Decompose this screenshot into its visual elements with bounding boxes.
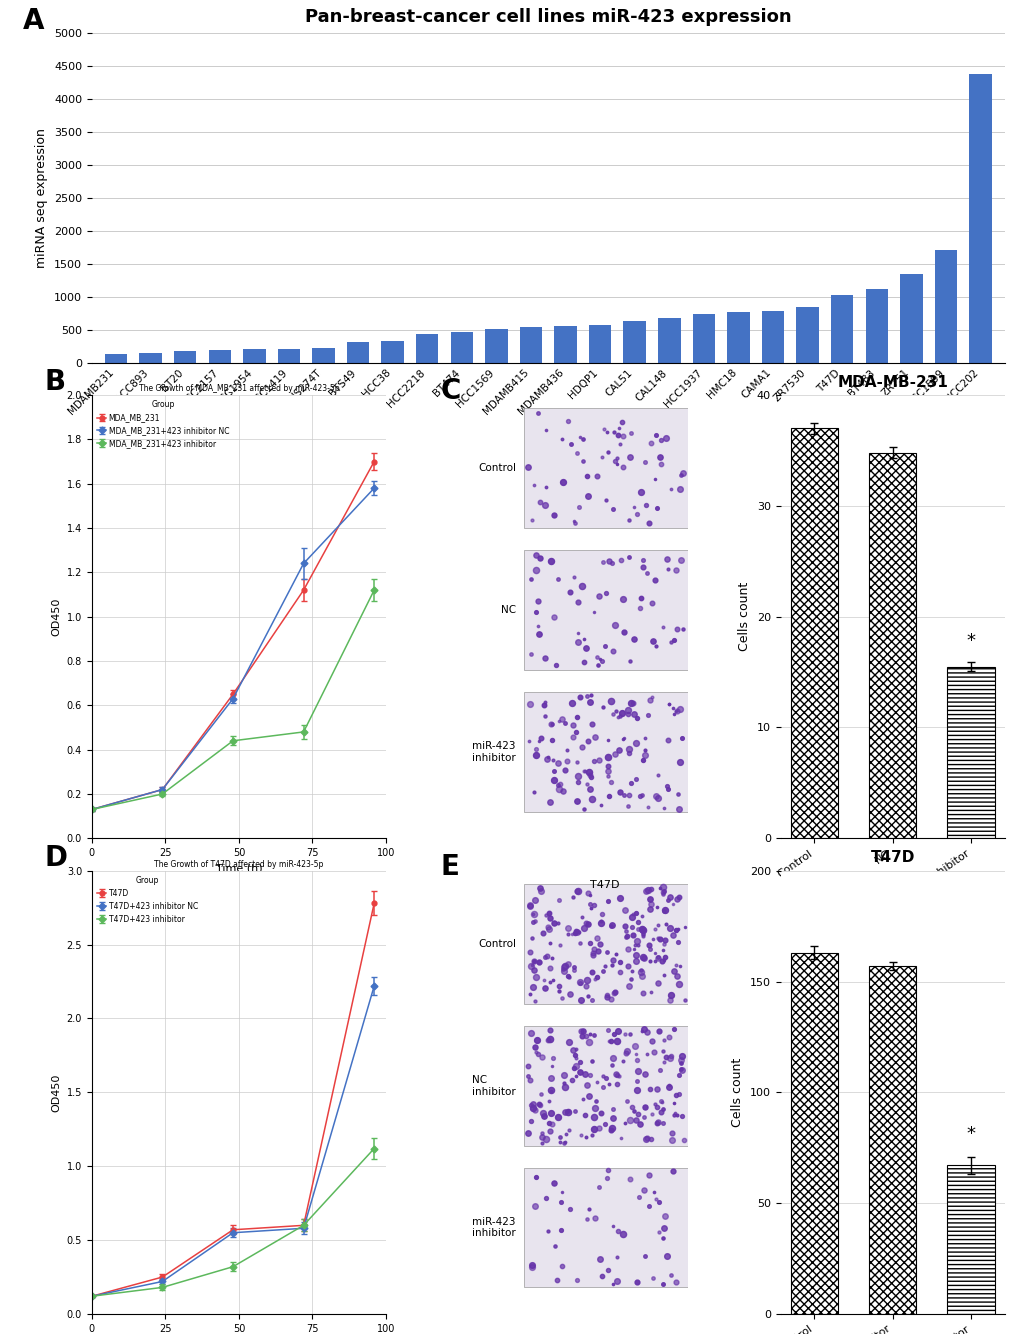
Text: E: E (440, 852, 459, 880)
Bar (761, 311, 784, 363)
X-axis label: Time (h): Time (h) (215, 863, 262, 874)
Bar (174, 351, 197, 363)
Y-axis label: Cells count: Cells count (738, 582, 750, 651)
Bar (485, 329, 507, 363)
Bar (524, 884, 688, 1003)
Bar (830, 295, 853, 363)
Bar (140, 354, 162, 363)
Bar (381, 342, 404, 363)
Y-axis label: OD450: OD450 (51, 1073, 61, 1111)
Bar (524, 1167, 688, 1287)
Text: miR-423
inhibitor: miR-423 inhibitor (472, 742, 516, 763)
Y-axis label: miRNA seq expression: miRNA seq expression (36, 128, 48, 268)
Bar (947, 1166, 994, 1314)
Bar (524, 692, 688, 811)
Text: NC: NC (500, 606, 516, 615)
Legend: T47D, T47D+423 inhibitor NC, T47D+423 inhibitor: T47D, T47D+423 inhibitor NC, T47D+423 in… (96, 875, 199, 924)
Bar (868, 452, 915, 838)
Bar (312, 348, 334, 363)
Bar (947, 667, 994, 838)
Bar (790, 952, 837, 1314)
Bar (346, 343, 369, 363)
Bar (933, 251, 956, 363)
Text: C: C (440, 378, 461, 406)
Text: Control: Control (478, 939, 516, 948)
Bar (524, 408, 688, 528)
Bar (657, 319, 680, 363)
Text: T47D: T47D (589, 879, 619, 890)
Text: *: * (966, 1126, 974, 1143)
Title: MDA-MB-231: MDA-MB-231 (837, 375, 947, 390)
Text: NC
inhibitor: NC inhibitor (472, 1075, 516, 1097)
Text: Control: Control (478, 463, 516, 474)
Bar (868, 966, 915, 1314)
Text: A: A (23, 7, 45, 35)
Title: The Growth of T47D affected by miR-423-5p: The Growth of T47D affected by miR-423-5… (154, 859, 323, 868)
Text: B: B (45, 368, 66, 396)
Bar (899, 273, 921, 363)
Bar (790, 428, 837, 838)
Title: The Growth of MDA_MB_231 affected by miR-423-5p: The Growth of MDA_MB_231 affected by miR… (139, 384, 339, 394)
Bar (865, 289, 888, 363)
Title: Pan-breast-cancer cell lines miR-423 expression: Pan-breast-cancer cell lines miR-423 exp… (305, 8, 791, 27)
Text: miR-423
inhibitor: miR-423 inhibitor (472, 1217, 516, 1238)
Bar (588, 324, 610, 363)
Bar (208, 350, 230, 363)
Bar (524, 1026, 688, 1146)
Bar (692, 315, 714, 363)
Bar (524, 550, 688, 670)
Bar (623, 320, 645, 363)
Bar (277, 348, 300, 363)
Text: D: D (45, 844, 67, 872)
Bar (450, 332, 473, 363)
Bar (553, 325, 576, 363)
Title: T47D: T47D (869, 850, 914, 866)
Bar (968, 75, 990, 363)
Text: *: * (966, 632, 974, 650)
Legend: MDA_MB_231, MDA_MB_231+423 inhibitor NC, MDA_MB_231+423 inhibitor: MDA_MB_231, MDA_MB_231+423 inhibitor NC,… (96, 399, 230, 450)
Bar (796, 307, 818, 363)
Bar (727, 312, 749, 363)
Bar (243, 350, 265, 363)
Bar (105, 354, 127, 363)
Bar (416, 334, 438, 363)
Bar (520, 327, 542, 363)
Y-axis label: OD450: OD450 (51, 598, 61, 636)
Y-axis label: Cells count: Cells count (731, 1058, 744, 1127)
